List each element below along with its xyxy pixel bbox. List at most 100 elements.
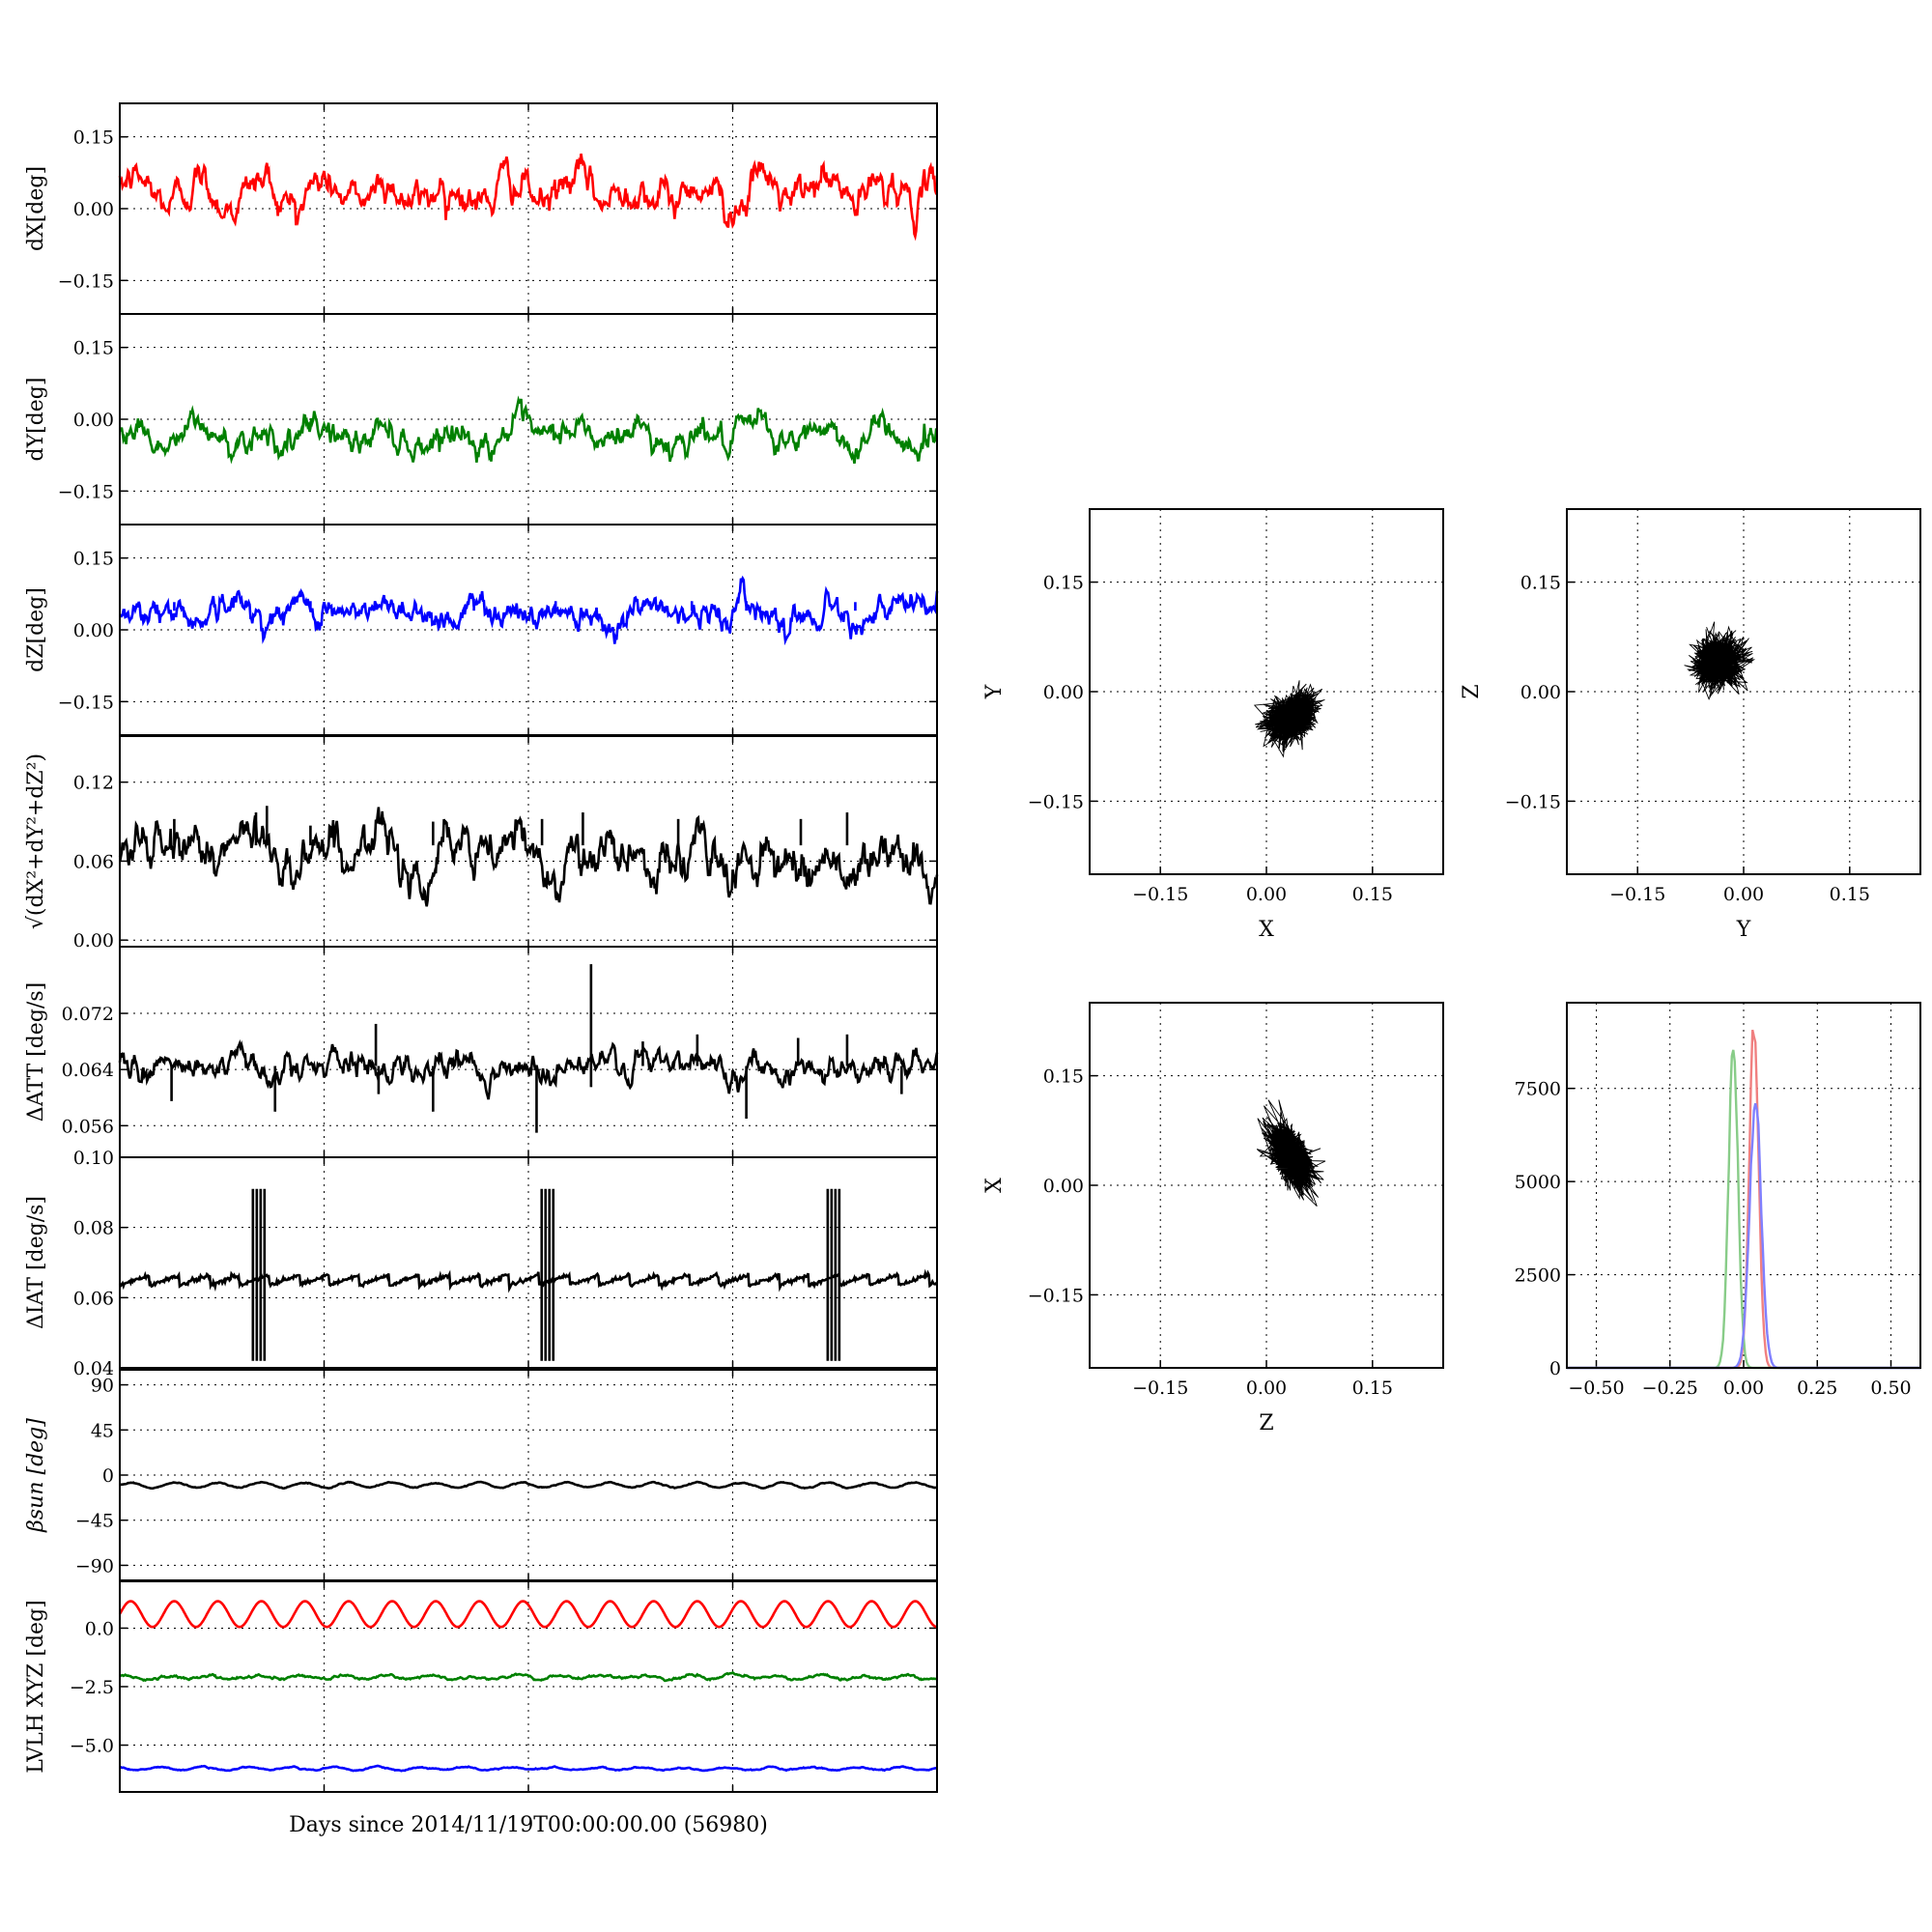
x-tick-label: 0.15 xyxy=(1352,1378,1393,1399)
y-tick-label: 0.056 xyxy=(62,1116,114,1137)
ylabel-beta: βsun [deg] xyxy=(24,1418,48,1533)
x-axis-label: Y xyxy=(1736,918,1751,942)
y-tick-label: 0.00 xyxy=(73,620,114,641)
y-tick-label: −45 xyxy=(75,1511,114,1532)
x-tick-label: −0.25 xyxy=(1642,1378,1698,1399)
x-tick-label: 0.00 xyxy=(1723,1378,1764,1399)
panel-lvlh: 0.0 −2.5 −5.0 LVLH XYZ [deg] Days since 2014… xyxy=(24,1580,938,1837)
panel-mag: 0.12 0.06 0.00 √(dX²+dY²+dZ²) xyxy=(24,735,939,952)
ylabel: dZ[deg] xyxy=(24,587,48,672)
y-tick-label: 0.10 xyxy=(73,1148,114,1169)
y-tick-label: −0.15 xyxy=(1028,791,1084,812)
ylabel: ΔIAT [deg/s] xyxy=(24,1196,48,1329)
x-tick-label: 0.00 xyxy=(1723,884,1764,905)
y-axis-label: Y xyxy=(982,684,1007,699)
axes-frame xyxy=(1566,508,1921,875)
y-tick-label: 0.00 xyxy=(73,410,114,431)
y-tick-label: 0.00 xyxy=(1520,682,1561,703)
y-tick-label: 90 xyxy=(91,1376,114,1397)
x-tick-label: 0.15 xyxy=(1352,884,1393,905)
panel-zx: −0.15 0.00 0.15 0.15 0.00 −0.15 Z X xyxy=(982,1002,1444,1435)
y-tick-label: 0.15 xyxy=(1520,573,1561,594)
x-tick-label: −0.15 xyxy=(1132,1378,1188,1399)
x-tick-label: −0.15 xyxy=(1132,884,1188,905)
y-tick-label: 0.06 xyxy=(73,851,114,872)
y-tick-label: 0.00 xyxy=(1043,1176,1084,1197)
panel-dx: 0.15 0.00 −0.15 dX[deg] xyxy=(24,102,938,315)
x-axis-label: X xyxy=(1259,918,1274,942)
y-tick-label: 0.12 xyxy=(73,773,114,794)
y-tick-label: 0.00 xyxy=(73,930,114,952)
y-tick-label: 0.15 xyxy=(1043,1066,1084,1088)
y-tick-label: 0 xyxy=(1549,1358,1561,1379)
series-line xyxy=(118,807,939,907)
ylabel-sqrt: √(dX²+dY²+dZ²) xyxy=(24,753,48,929)
x-tick-label: 0.00 xyxy=(1246,884,1287,905)
series-line xyxy=(118,153,938,242)
series-line xyxy=(120,1764,938,1773)
y-tick-label: −2.5 xyxy=(70,1677,114,1698)
y-tick-label: 0.15 xyxy=(1043,573,1084,594)
y-tick-label: 2500 xyxy=(1515,1265,1561,1287)
histogram-series xyxy=(1567,1102,1920,1370)
y-tick-label: 0.08 xyxy=(73,1218,114,1239)
x-tick-label: 0.15 xyxy=(1830,884,1870,905)
panels: 0.150.00−0.15dX[deg]0.150.00−0.15dY[deg]… xyxy=(24,102,1921,1837)
y-tick-label: 0.15 xyxy=(73,549,114,570)
series-line xyxy=(118,1600,938,1629)
panel-datt: 0.072 0.064 0.056 ΔATT [deg/s] xyxy=(24,946,939,1158)
y-tick-label: −5.0 xyxy=(70,1736,114,1757)
y-axis-label: Z xyxy=(1460,684,1484,698)
series-line xyxy=(119,1480,938,1491)
y-tick-label: 0.00 xyxy=(1043,682,1084,703)
axes-frame xyxy=(119,1580,938,1793)
y-tick-label: −0.15 xyxy=(58,692,114,713)
x-tick-label: 0.50 xyxy=(1870,1378,1911,1399)
axes-frame xyxy=(1089,508,1444,875)
y-tick-label: 0.0 xyxy=(85,1618,114,1639)
y-tick-label: 0.064 xyxy=(62,1060,114,1081)
series-line xyxy=(119,395,938,465)
scatter-trace xyxy=(1684,621,1756,700)
ylabel: ΔATT [deg/s] xyxy=(24,982,48,1122)
panel-xy: −0.15 0.00 0.15 0.15 0.00 −0.15 X Y xyxy=(982,508,1444,942)
x-tick-label: −0.15 xyxy=(1609,884,1665,905)
x-tick-label: 0.00 xyxy=(1246,1378,1287,1399)
ylabel: LVLH XYZ [deg] xyxy=(24,1600,48,1774)
axes-frame xyxy=(119,1156,938,1369)
panel-yz: −0.15 0.00 0.15 0.15 0.00 −0.15 Y Z xyxy=(1460,508,1921,942)
x-axis-label: Z xyxy=(1259,1411,1273,1435)
y-tick-label: 7500 xyxy=(1515,1079,1561,1100)
series-line xyxy=(120,1670,938,1683)
y-tick-label: 45 xyxy=(91,1420,114,1441)
series-line xyxy=(118,1038,939,1100)
y-axis-label: X xyxy=(982,1178,1007,1193)
panel-diat: 0.10 0.08 0.06 0.04 ΔIAT [deg/s] xyxy=(24,1148,938,1379)
ylabel: dY[deg] xyxy=(24,378,48,462)
y-tick-label: 0.15 xyxy=(73,128,114,149)
scatter-trace xyxy=(1253,680,1325,758)
panel-dz: 0.15 0.00 −0.15 dZ[deg] xyxy=(24,524,939,736)
panel-hist: −0.50 −0.25 0.00 0.25 0.50 7500 5000 2500 0 xyxy=(1515,1002,1921,1399)
y-tick-label: −0.15 xyxy=(58,270,114,292)
scatter-trace xyxy=(1256,1099,1326,1208)
y-tick-label: 0.06 xyxy=(73,1288,114,1309)
x-axis-label: Days since 2014/11/19T00:00:00.00 (56980… xyxy=(289,1813,768,1837)
axes-frame xyxy=(1089,1002,1444,1369)
y-tick-label: −90 xyxy=(75,1555,114,1577)
panel-beta: 90 45 0 −45 −90 βsun [deg] xyxy=(24,1369,938,1581)
axes-frame xyxy=(119,735,938,948)
y-tick-label: 0.15 xyxy=(73,338,114,359)
y-tick-label: 0.072 xyxy=(62,1004,114,1025)
y-tick-label: 0.00 xyxy=(73,199,114,220)
panel-dy: 0.15 0.00 −0.15 dY[deg] xyxy=(24,313,938,526)
x-tick-label: −0.50 xyxy=(1568,1378,1624,1399)
y-tick-label: −0.15 xyxy=(58,481,114,502)
y-tick-label: −0.15 xyxy=(1505,791,1561,812)
y-tick-label: 5000 xyxy=(1515,1172,1561,1193)
axes-frame xyxy=(1566,1002,1921,1369)
ylabel: dX[deg] xyxy=(24,166,48,251)
x-tick-label: 0.25 xyxy=(1797,1378,1837,1399)
y-tick-label: −0.15 xyxy=(1028,1285,1084,1306)
